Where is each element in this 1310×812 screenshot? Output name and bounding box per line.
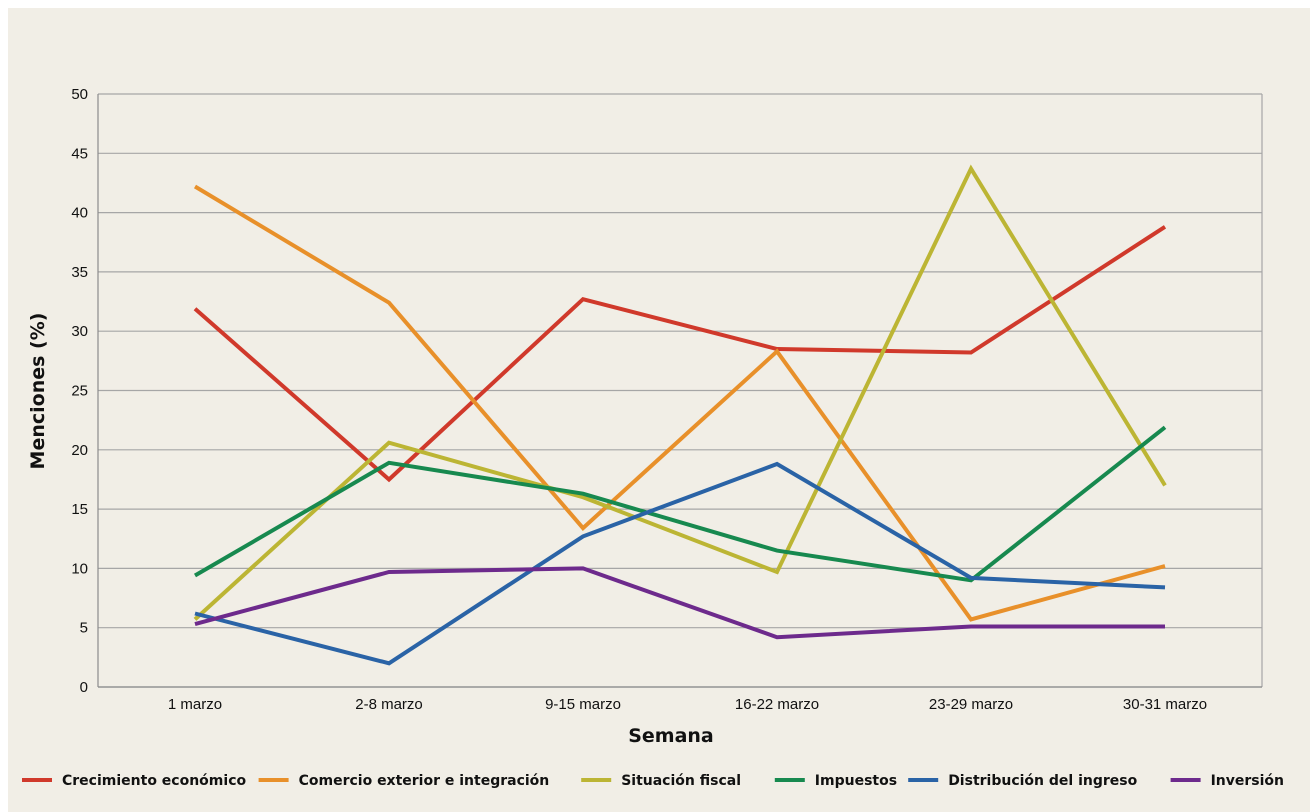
grid-lines — [97, 93, 1263, 688]
y-tick-label: 35 — [71, 264, 88, 281]
y-tick-label: 40 — [71, 205, 88, 222]
x-tick-label: 2-8 marzo — [355, 696, 423, 713]
y-tick-label: 15 — [71, 501, 88, 518]
series-line — [194, 566, 1165, 640]
y-tick-label: 45 — [71, 145, 88, 162]
x-tick-labels: 1 marzo 2-8 marzo 9-15 marzo 16-22 marzo 23-… — [168, 696, 1207, 713]
y-tick-label: 25 — [71, 383, 88, 400]
legend-label: Inversión — [1211, 773, 1284, 789]
series-line — [193, 425, 1167, 583]
series-line — [193, 184, 1166, 622]
legend-label: Distribución del ingreso — [948, 773, 1137, 789]
y-tick-labels: 0 5 10 15 20 25 30 35 40 45 50 — [71, 86, 88, 696]
legend-label: Situación fiscal — [621, 773, 741, 789]
series-line — [194, 461, 1166, 666]
series-line — [193, 225, 1167, 483]
y-axis-title: Menciones (%) — [27, 313, 49, 470]
legend: Crecimiento económico Comercio exterior e… — [22, 773, 1284, 789]
y-tick-label: 5 — [80, 620, 88, 637]
legend-label: Comercio exterior e integración — [299, 773, 550, 789]
legend-label: Crecimiento económico — [62, 773, 246, 789]
chart-frame — [8, 8, 1310, 812]
x-tick-label: 23-29 marzo — [929, 696, 1013, 713]
x-tick-label: 9-15 marzo — [545, 696, 621, 713]
y-tick-label: 30 — [71, 323, 88, 340]
y-tick-label: 50 — [71, 86, 88, 103]
x-tick-label: 30-31 marzo — [1123, 696, 1207, 713]
y-tick-label: 10 — [71, 560, 88, 577]
x-tick-label: 1 marzo — [168, 696, 222, 713]
legend-label: Impuestos — [815, 773, 897, 789]
x-tick-label: 16-22 marzo — [735, 696, 819, 713]
series-line — [193, 164, 1167, 621]
y-tick-label: 20 — [71, 442, 88, 459]
y-tick-label: 0 — [80, 679, 88, 696]
x-axis-title: Semana — [628, 725, 714, 747]
series-lines — [193, 164, 1167, 666]
